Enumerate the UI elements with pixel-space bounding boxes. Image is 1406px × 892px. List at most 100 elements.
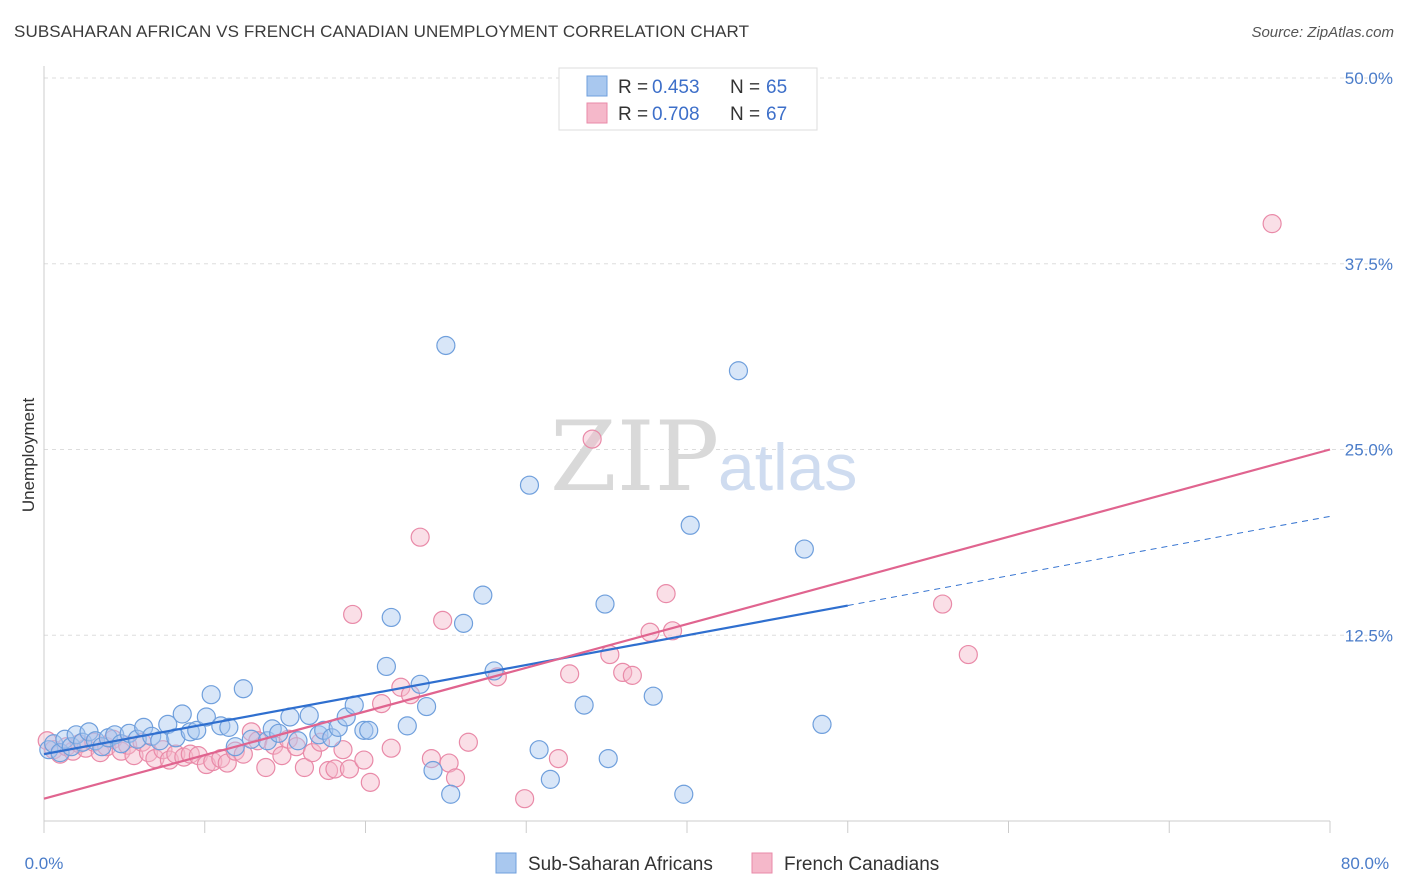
data-point-french-canadian (381, 738, 401, 758)
legend-n-label: N = (730, 77, 760, 98)
grid-lines (44, 77, 1394, 636)
x-tick-label: 80.0% (1341, 854, 1389, 873)
data-point-subsaharan (233, 679, 253, 699)
y-tick-label: 25.0% (1345, 441, 1393, 460)
data-point-french-canadian (932, 594, 953, 614)
series-french-canadians (37, 214, 1282, 809)
data-point-french-canadian (560, 664, 580, 684)
watermark-atlas: atlas (718, 430, 857, 504)
data-point-subsaharan (219, 717, 239, 737)
data-point-subsaharan (441, 784, 461, 804)
y-axis-label: Unemployment (19, 398, 38, 513)
data-point-french-canadian (1262, 214, 1282, 234)
data-point-subsaharan (299, 705, 319, 726)
data-point-subsaharan (473, 585, 493, 605)
legend-top: R = 0.453 N = 65 R = 0.708 N = 67 (558, 67, 818, 131)
data-point-french-canadian (325, 759, 345, 779)
data-point-french-canadian (278, 729, 298, 749)
data-point-french-canadian (515, 789, 535, 809)
data-point-french-canadian (656, 584, 676, 604)
data-point-subsaharan (529, 740, 549, 760)
trend-line-french-canadian (43, 448, 1331, 800)
watermark-zip: ZIP (550, 401, 719, 513)
data-point-french-canadian (433, 610, 453, 630)
data-point-subsaharan (201, 685, 221, 705)
data-point-subsaharan (354, 720, 374, 740)
data-point-french-canadian (582, 429, 602, 449)
legend-n-label: N = (730, 104, 760, 125)
data-point-french-canadian (294, 757, 315, 778)
chart-title: SUBSAHARAN AFRICAN VS FRENCH CANADIAN UN… (14, 22, 750, 41)
data-point-french-canadian (487, 667, 507, 687)
series-subsaharan-africans (39, 335, 832, 804)
legend-r-value: 0.453 (652, 77, 700, 98)
legend-swatch-pink (586, 102, 608, 124)
data-point-french-canadian (256, 757, 276, 778)
data-point-french-canadian (272, 746, 292, 766)
data-point-french-canadian (360, 772, 380, 792)
data-point-french-canadian (354, 750, 374, 770)
data-point-french-canadian (339, 759, 360, 779)
legend-item-subsaharan: Sub-Saharan Africans (528, 854, 713, 875)
data-point-french-canadian (310, 732, 331, 752)
data-point-subsaharan (680, 515, 700, 535)
legend-r-label: R = (618, 77, 648, 98)
legend-r-value: 0.708 (652, 104, 700, 125)
data-point-subsaharan (416, 696, 437, 717)
legend-swatch-pink (751, 852, 773, 874)
trend-lines (43, 448, 1331, 800)
data-point-subsaharan (314, 720, 334, 740)
trend-line-subsaharan (43, 604, 848, 756)
data-point-subsaharan (540, 769, 560, 789)
data-point-subsaharan (359, 720, 379, 740)
y-tick-label: 50.0% (1345, 69, 1393, 88)
data-point-french-canadian (548, 748, 569, 769)
data-point-french-canadian (343, 604, 363, 625)
data-point-french-canadian (318, 760, 339, 781)
data-point-subsaharan (196, 707, 216, 727)
data-point-french-canadian (302, 743, 323, 763)
y-tick-label: 12.5% (1345, 626, 1393, 645)
data-point-subsaharan (322, 728, 342, 748)
data-point-subsaharan (397, 716, 417, 736)
data-point-subsaharan (595, 594, 615, 614)
watermark: ZIP atlas (550, 401, 857, 513)
data-point-subsaharan (288, 731, 308, 751)
data-point-subsaharan (381, 607, 401, 628)
x-tick-label: 0.0% (25, 854, 64, 873)
data-point-subsaharan (812, 714, 832, 735)
legend-bottom: Sub-Saharan Africans French Canadians (495, 852, 939, 875)
legend-r-label: R = (618, 104, 648, 125)
data-point-subsaharan (241, 729, 261, 749)
x-tick-labels: 0.0% 80.0% (25, 854, 1389, 873)
y-tick-label: 37.5% (1345, 255, 1393, 274)
legend-swatch-blue (495, 852, 517, 874)
legend-item-french-canadians: French Canadians (784, 854, 939, 875)
axes (43, 66, 1331, 833)
y-tick-labels: 12.5% 25.0% 37.5% 50.0% (1345, 69, 1393, 645)
data-point-subsaharan (574, 695, 594, 715)
data-point-french-canadian (333, 740, 353, 760)
data-point-french-canadian (958, 644, 978, 665)
data-point-subsaharan (598, 748, 618, 769)
data-point-french-canadian (622, 665, 642, 685)
data-point-subsaharan (794, 539, 814, 559)
data-point-french-canadian (458, 732, 478, 752)
data-point-subsaharan (172, 704, 192, 724)
legend-swatch-blue (586, 75, 608, 97)
data-point-french-canadian (410, 527, 430, 547)
data-point-subsaharan (376, 656, 396, 677)
data-point-subsaharan (453, 613, 474, 633)
data-point-subsaharan (436, 335, 456, 356)
data-point-subsaharan (423, 760, 443, 781)
data-point-subsaharan (728, 361, 749, 381)
legend-n-value: 65 (766, 77, 787, 98)
data-point-subsaharan (643, 686, 663, 706)
legend-n-value: 67 (766, 104, 787, 125)
data-point-subsaharan (519, 475, 540, 495)
data-point-subsaharan (674, 784, 694, 804)
trend-line-subsaharan-extension (847, 515, 1331, 607)
data-point-french-canadian (371, 694, 392, 714)
source-label: Source: ZipAtlas.com (1251, 24, 1394, 41)
